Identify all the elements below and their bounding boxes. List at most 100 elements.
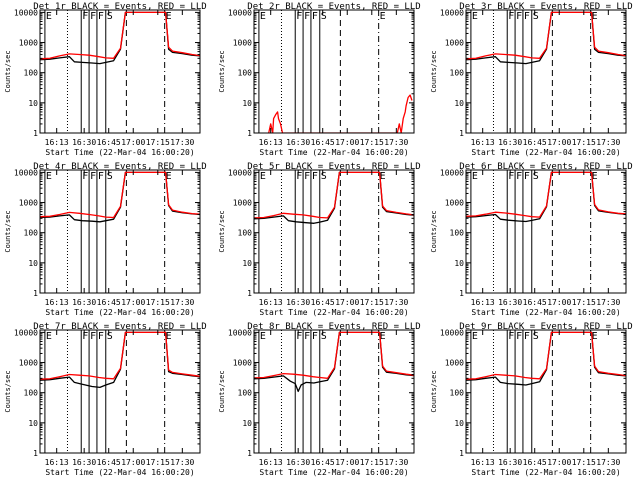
marker-label: E [46, 11, 52, 22]
x-tick-label: 16:30 [72, 298, 96, 307]
panel-title: Det 8r BLACK = Events, RED = LLD [247, 322, 420, 332]
y-tick-label: 1 [247, 289, 252, 298]
panel-title: Det 6r BLACK = Events, RED = LLD [459, 162, 632, 172]
y-tick-label: 10 [242, 259, 252, 268]
marker-label: F [82, 11, 88, 22]
x-tick-label: 17:15 [146, 138, 170, 147]
y-tick-label: 10 [454, 259, 464, 268]
y-axis-label: Counts/sec [4, 210, 12, 252]
y-tick-label: 10000 [228, 8, 252, 17]
x-tick-label: 16:13 [259, 138, 283, 147]
y-tick-label: 10 [242, 419, 252, 428]
marker-label: F [98, 171, 104, 182]
marker-label: S [533, 171, 539, 182]
marker-label: F [524, 11, 530, 22]
y-tick-label: 10000 [14, 168, 38, 177]
y-tick-label: 10 [28, 99, 38, 108]
marker-label: E [592, 331, 598, 342]
marker-label: S [533, 331, 539, 342]
x-tick-label: 16:45 [97, 138, 121, 147]
marker-label: F [508, 171, 514, 182]
x-tick-label: 17:00 [547, 138, 571, 147]
x-tick-label: 16:45 [523, 298, 547, 307]
series-lld-line [466, 11, 626, 60]
axes-frame [465, 329, 627, 454]
marker-label: S [107, 331, 113, 342]
marker-label: F [98, 331, 104, 342]
y-tick-label: 100 [450, 69, 465, 78]
x-tick-label: 17:30 [170, 458, 194, 467]
x-tick-label: 16:30 [498, 458, 522, 467]
y-axis-label: Counts/sec [4, 50, 12, 92]
marker-label: S [533, 11, 539, 22]
series-events-line [40, 11, 200, 65]
x-axis-label: Start Time (22-Mar-04 16:00:20) [471, 468, 620, 477]
marker-label: F [90, 331, 96, 342]
y-tick-label: 1 [33, 129, 38, 138]
y-tick-label: 10000 [14, 8, 38, 17]
x-tick-label: 16:13 [471, 298, 495, 307]
series-events-line [466, 11, 626, 65]
x-tick-label: 16:30 [498, 298, 522, 307]
axes-frame [253, 169, 415, 294]
x-tick-label: 16:30 [498, 138, 522, 147]
axes-frame [465, 169, 627, 294]
y-axis-label: Counts/sec [4, 370, 12, 412]
x-tick-label: 16:30 [72, 458, 96, 467]
marker-label: F [304, 171, 310, 182]
y-tick-label: 100 [24, 229, 39, 238]
y-tick-label: 100 [238, 69, 253, 78]
marker-label: F [304, 11, 310, 22]
x-tick-label: 16:45 [97, 298, 121, 307]
marker-label: F [516, 11, 522, 22]
marker-label: E [472, 331, 478, 342]
y-tick-label: 100 [450, 229, 465, 238]
y-tick-label: 1000 [19, 39, 38, 48]
series-events-line [466, 331, 626, 386]
y-tick-label: 10 [28, 419, 38, 428]
series-lld-line [40, 331, 200, 380]
x-axis-label: Start Time (22-Mar-04 16:00:20) [45, 148, 194, 157]
y-tick-label: 1000 [445, 39, 464, 48]
x-tick-label: 16:30 [286, 458, 310, 467]
x-tick-label: 17:00 [547, 458, 571, 467]
y-tick-label: 1 [459, 289, 464, 298]
series-events-line [40, 331, 200, 389]
x-tick-label: 16:45 [311, 458, 335, 467]
y-tick-label: 10000 [228, 168, 252, 177]
marker-label: F [524, 331, 530, 342]
y-tick-label: 1 [33, 289, 38, 298]
panel-title: Det 1r BLACK = Events, RED = LLD [33, 2, 206, 12]
marker-label: E [166, 331, 172, 342]
series-lld-line [40, 11, 200, 60]
y-tick-label: 10000 [440, 328, 464, 337]
x-tick-label: 17:15 [572, 138, 596, 147]
y-tick-label: 10 [28, 259, 38, 268]
y-tick-label: 10000 [440, 8, 464, 17]
x-tick-label: 16:45 [523, 138, 547, 147]
y-tick-label: 10000 [440, 168, 464, 177]
x-tick-label: 16:13 [45, 298, 69, 307]
panel-title: Det 5r BLACK = Events, RED = LLD [247, 162, 420, 172]
marker-label: S [321, 331, 327, 342]
axes-frame [465, 9, 627, 134]
x-axis-label: Start Time (22-Mar-04 16:00:20) [259, 148, 408, 157]
x-tick-label: 17:00 [335, 298, 359, 307]
y-tick-label: 100 [24, 389, 39, 398]
x-tick-label: 17:15 [360, 298, 384, 307]
panel-title: Det 9r BLACK = Events, RED = LLD [459, 322, 632, 332]
marker-label: E [260, 171, 266, 182]
marker-label: F [508, 331, 514, 342]
series-events-line [254, 171, 414, 224]
marker-label: E [46, 171, 52, 182]
marker-label: E [592, 171, 598, 182]
axes-frame [253, 9, 415, 134]
axes-frame [39, 9, 201, 134]
marker-label: E [592, 11, 598, 22]
